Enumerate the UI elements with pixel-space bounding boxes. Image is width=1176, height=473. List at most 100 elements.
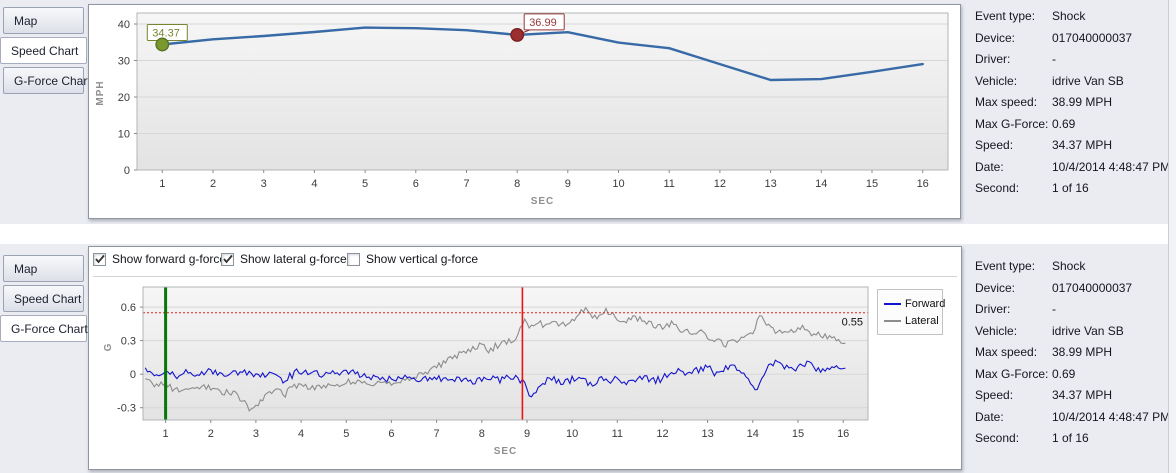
plot-border [142, 286, 869, 421]
svg-text:12: 12 [714, 178, 726, 190]
svg-text:0: 0 [124, 165, 130, 177]
info-label: Vehicle: [975, 323, 1018, 338]
info-value: 017040000037 [1052, 280, 1133, 295]
info-label: Driver: [975, 302, 1011, 316]
svg-text:7: 7 [463, 178, 469, 190]
svg-text:10: 10 [118, 129, 130, 141]
speed-chart-section: Map Speed Chart G-Force Chart 1 2 3 4 5 6 7 8 9 10 1… [0, 0, 1170, 224]
info-value: 34.37 MPH [1052, 138, 1113, 152]
gforce-chart-section: Map Speed Chart G-Force Chart Show forward… [0, 244, 1171, 473]
axis-labels: 1 2 3 4 5 6 7 8 9 10 11 12 13 14 15 16-0.300.30.6 [117, 302, 849, 440]
info-label: Second: [975, 431, 1020, 445]
legend-label: Forward [905, 297, 946, 310]
svg-text:13: 13 [701, 428, 713, 440]
checkbox-box[interactable] [221, 252, 234, 266]
svg-text:14: 14 [815, 178, 827, 190]
marker-callout-value: 34.37 [152, 28, 180, 40]
checkbox-box[interactable] [347, 252, 360, 266]
checkbox-label: Show vertical g-force [366, 252, 479, 266]
checkbox-show-lateral-gforce[interactable]: Show lateral g-force [221, 252, 347, 266]
svg-text:2: 2 [210, 178, 216, 190]
tab-speed-chart[interactable]: Speed Chart [0, 37, 87, 64]
info-value: 017040000037 [1052, 30, 1133, 45]
svg-text:16: 16 [837, 428, 849, 440]
info-row: Driver: - [975, 299, 1168, 321]
info-row: Event type: Shock [975, 256, 1168, 278]
threshold-label: 0.55 [842, 317, 863, 329]
tab-speed-chart[interactable]: Speed Chart [3, 285, 84, 312]
info-label: Speed: [975, 388, 1014, 402]
svg-text:11: 11 [612, 428, 623, 440]
info-value: 1 of 16 [1052, 181, 1089, 195]
info-row: Driver: - [975, 49, 1168, 71]
info-value: - [1052, 302, 1056, 316]
info-value: idrive Van SB [1052, 73, 1124, 88]
x-axis-title: SEC [494, 446, 518, 457]
info-value: 38.99 MPH [1052, 345, 1113, 359]
checkbox-show-forward-gforce[interactable]: Show forward g-force [93, 252, 226, 266]
checkbox-box[interactable] [93, 252, 106, 266]
info-label: Vehicle: [975, 73, 1018, 88]
svg-text:15: 15 [866, 178, 878, 190]
svg-text:3: 3 [253, 428, 259, 440]
svg-text:5: 5 [343, 428, 349, 440]
tab-g-force-chart[interactable]: G-Force Chart [3, 67, 91, 94]
speed-chart-panel: 1 2 3 4 5 6 7 8 9 10 11 12 13 14 15 16 0 10 20 30 40 SEC MPH 34… [88, 4, 961, 219]
info-row: Speed: 34.37 MPH [975, 135, 1168, 157]
info-value: 34.37 MPH [1052, 388, 1113, 402]
info-label: Event type: [975, 9, 1036, 23]
legend-item-lateral: Lateral [884, 312, 939, 329]
info-row: Second: 1 of 16 [975, 178, 1168, 200]
svg-text:20: 20 [118, 92, 130, 104]
info-row: Max G-Force: 0.69 [975, 364, 1168, 386]
speed-chart-svg[interactable]: 1 2 3 4 5 6 7 8 9 10 11 12 13 14 15 16010203040SECMPH34… [89, 5, 960, 218]
y-axis-title: G [103, 343, 114, 352]
gforce-chart-svg[interactable]: 0.551 2 3 4 5 6 7 8 9 10 11 12 13 14 15 16-0.300.30.6SE… [89, 279, 962, 469]
tab-map[interactable]: Map [3, 7, 84, 34]
info-row: Speed: 34.37 MPH [975, 385, 1168, 407]
svg-text:-0.3: -0.3 [117, 403, 136, 415]
checkmark-icon [222, 254, 233, 264]
info-row: Max speed: 38.99 MPH [975, 92, 1168, 114]
info-label: Second: [975, 181, 1020, 195]
info-label: Date: [975, 409, 1004, 424]
info-label: Max G-Force: [975, 116, 1049, 131]
svg-text:10: 10 [612, 178, 624, 190]
svg-text:6: 6 [388, 428, 394, 440]
checkbox-show-vertical-gforce[interactable]: Show vertical g-force [347, 252, 478, 266]
svg-text:13: 13 [764, 178, 776, 190]
svg-text:2: 2 [208, 428, 214, 440]
info-label: Driver: [975, 52, 1011, 66]
marker-callout-value: 36.99 [529, 17, 557, 29]
tab-g-force-chart[interactable]: G-Force Chart [0, 315, 88, 342]
info-row: Max speed: 38.99 MPH [975, 342, 1168, 364]
marker-dot[interactable] [510, 27, 525, 42]
plot-area[interactable] [137, 13, 948, 170]
svg-text:1: 1 [159, 178, 165, 190]
info-value: 0.69 [1052, 366, 1076, 381]
info-value: Shock [1052, 259, 1086, 273]
info-value: 10/4/2014 4:48:47 PM [1052, 409, 1171, 424]
info-label: Max speed: [975, 95, 1038, 109]
checkbox-label: Show lateral g-force [240, 252, 347, 266]
svg-text:30: 30 [118, 56, 130, 68]
info-row: Max G-Force: 0.69 [975, 114, 1168, 136]
marker-dot[interactable] [155, 37, 170, 52]
info-row: Vehicle: idrive Van SB [975, 321, 1168, 343]
tab-map[interactable]: Map [3, 255, 84, 282]
info-row: Vehicle: idrive Van SB [975, 71, 1168, 93]
info-row: Device: 017040000037 [975, 278, 1168, 300]
svg-text:0.6: 0.6 [121, 302, 136, 314]
event-info-panel-bottom: Event type: Shock Device: 017040000037 Drive… [963, 244, 1171, 473]
svg-text:10: 10 [566, 428, 578, 440]
plot-border [136, 12, 949, 171]
y-axis-title: MPH [95, 80, 106, 105]
marker-callout [523, 13, 565, 31]
info-label: Max speed: [975, 345, 1038, 359]
info-label: Speed: [975, 138, 1014, 152]
info-row: Second: 1 of 16 [975, 428, 1168, 450]
svg-text:4: 4 [311, 178, 317, 190]
info-value: - [1052, 52, 1056, 66]
info-value: 38.99 MPH [1052, 95, 1113, 109]
